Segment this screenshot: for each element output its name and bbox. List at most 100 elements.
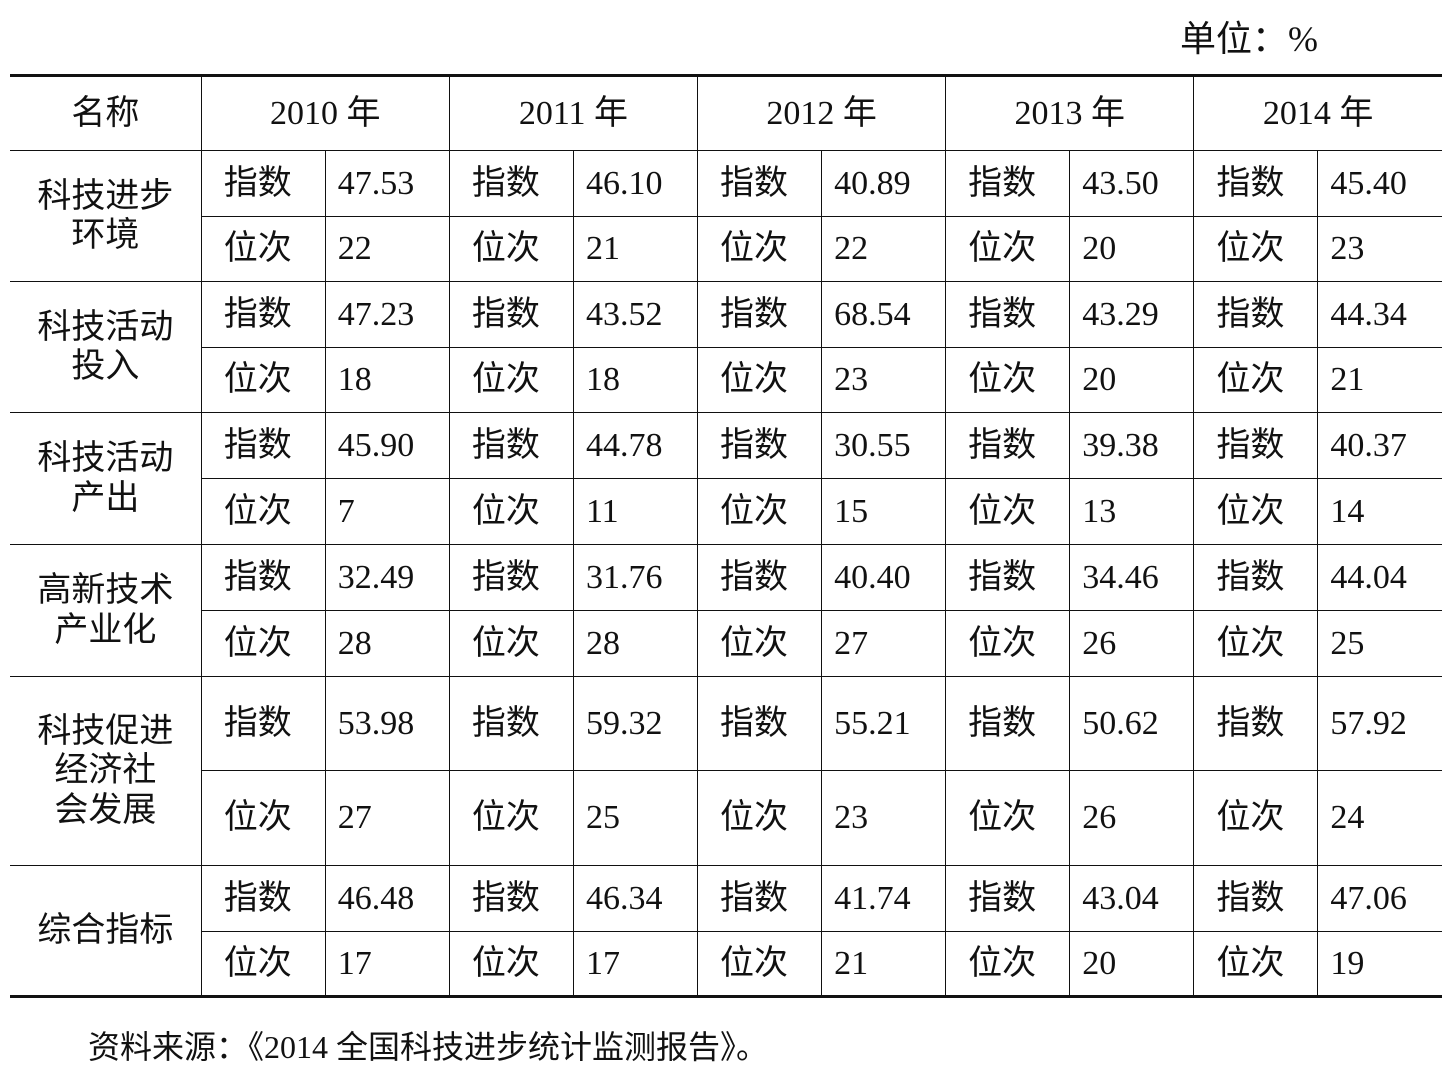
cell-value: 26 [1069, 770, 1195, 866]
cell-value: 40.89 [821, 150, 947, 217]
table-row: 科技促进 经济社 会发展 指数 53.98 指数 59.32 指数 55.21 指数 50.62 指数… [10, 676, 1442, 866]
row-label: 指数 [697, 150, 823, 217]
row-label: 指数 [1193, 865, 1319, 932]
row-label: 指数 [697, 865, 823, 932]
row-label: 位次 [201, 931, 326, 997]
cell-value: 18 [324, 347, 450, 413]
row-label: 位次 [448, 347, 574, 413]
cell-value: 44.04 [1317, 544, 1442, 611]
name-line: 产业化 [54, 611, 157, 649]
header-row: 名称 2010 年 2011 年 2012 年 2013 年 2014 年 [10, 75, 1442, 151]
cell-value: 23 [1317, 216, 1442, 282]
cell-value: 47.53 [324, 150, 450, 217]
cell-value: 21 [1317, 347, 1442, 413]
row-label: 指数 [448, 150, 574, 217]
row-label: 位次 [697, 478, 823, 545]
row-label: 指数 [200, 676, 326, 771]
row-label: 位次 [945, 347, 1071, 413]
cell-value: 20 [1069, 931, 1195, 997]
row-label: 位次 [697, 770, 823, 866]
source-note: 资料来源：《2014 全国科技进步统计监测报告》。 [88, 1029, 769, 1065]
cell-value: 18 [572, 347, 699, 413]
row-label: 指数 [1193, 676, 1319, 771]
cell-value: 20 [1069, 216, 1195, 282]
name-line: 科技进步 [37, 177, 174, 215]
cell-value: 24 [1317, 770, 1442, 866]
group-name: 综合指标 [10, 865, 202, 997]
cell-value: 31.76 [572, 544, 699, 611]
row-label: 位次 [945, 478, 1071, 545]
cell-value: 27 [324, 770, 450, 866]
group-name: 科技促进 经济社 会发展 [10, 676, 202, 866]
header-cell: 2010 年 [200, 75, 450, 151]
name-line: 产出 [71, 479, 140, 517]
unit-label: 单位：% [1180, 19, 1318, 59]
row-label: 指数 [945, 865, 1071, 932]
group-name: 科技进步 环境 [10, 150, 202, 282]
cell-value: 28 [324, 610, 450, 677]
row-label: 指数 [448, 412, 574, 479]
row-label: 位次 [201, 478, 326, 545]
row-label: 位次 [1193, 610, 1319, 677]
table-row: 位次 17 位次 17 位次 21 位次 20 位次 19 [10, 931, 1442, 997]
cell-value: 30.55 [821, 412, 947, 479]
row-label: 位次 [201, 610, 326, 677]
cell-value: 19 [1317, 931, 1442, 997]
row-label: 指数 [945, 281, 1071, 348]
header-cell: 2014 年 [1193, 75, 1442, 151]
row-label: 指数 [448, 676, 574, 771]
cell-value: 68.54 [821, 281, 947, 348]
header-cell: 名称 [10, 75, 202, 151]
table-row: 位次 18 位次 18 位次 23 位次 20 位次 21 [10, 347, 1442, 413]
cell-value: 25 [572, 770, 699, 866]
cell-value: 25 [1317, 610, 1442, 677]
group-name: 科技活动 投入 [10, 281, 202, 413]
header-cell: 2011 年 [448, 75, 699, 151]
row-label: 指数 [945, 412, 1071, 479]
cell-value: 44.78 [572, 412, 699, 479]
cell-value: 44.34 [1317, 281, 1442, 348]
cell-value: 46.34 [572, 865, 699, 932]
cell-value: 43.50 [1069, 150, 1195, 217]
row-label: 位次 [448, 931, 574, 997]
row-label: 位次 [201, 216, 326, 282]
row-label: 位次 [945, 216, 1071, 282]
cell-value: 20 [1069, 347, 1195, 413]
row-label: 指数 [200, 544, 326, 611]
row-label: 位次 [448, 770, 574, 866]
row-label: 指数 [1193, 150, 1319, 217]
name-line: 科技促进 [37, 713, 174, 751]
row-label: 位次 [1193, 216, 1319, 282]
row-label: 指数 [200, 281, 326, 348]
cell-value: 22 [821, 216, 947, 282]
table-row: 高新技术 产业化 指数 32.49 指数 31.76 指数 40.40 指数 34.46 指数 44.… [10, 544, 1442, 677]
cell-value: 11 [572, 478, 699, 545]
row-label: 指数 [945, 150, 1071, 217]
row-label: 指数 [1193, 281, 1319, 348]
table-row: 综合指标 指数 46.48 指数 46.34 指数 41.74 指数 43.04 指数 47.06 [10, 865, 1442, 997]
cell-value: 7 [324, 478, 450, 545]
row-label: 位次 [945, 931, 1071, 997]
cell-value: 28 [572, 610, 699, 677]
cell-value: 23 [821, 770, 947, 866]
name-line: 科技活动 [37, 440, 174, 478]
cell-value: 55.21 [821, 676, 947, 771]
name-line: 会发展 [54, 791, 157, 829]
row-label: 位次 [697, 931, 823, 997]
table-row: 位次 22 位次 21 位次 22 位次 20 位次 23 [10, 216, 1442, 282]
row-label: 位次 [448, 610, 574, 677]
row-label: 位次 [201, 347, 326, 413]
cell-value: 17 [324, 931, 450, 997]
row-label: 位次 [1193, 770, 1319, 866]
cell-value: 45.90 [324, 412, 450, 479]
name-line: 科技活动 [37, 308, 174, 346]
row-label: 指数 [200, 412, 326, 479]
table-row: 位次 27 位次 25 位次 23 位次 26 位次 24 [10, 770, 1442, 866]
cell-value: 15 [821, 478, 947, 545]
row-label: 指数 [697, 544, 823, 611]
header-cell: 2013 年 [945, 75, 1195, 151]
row-label: 位次 [697, 216, 823, 282]
cell-value: 43.29 [1069, 281, 1195, 348]
cell-value: 59.32 [572, 676, 699, 771]
